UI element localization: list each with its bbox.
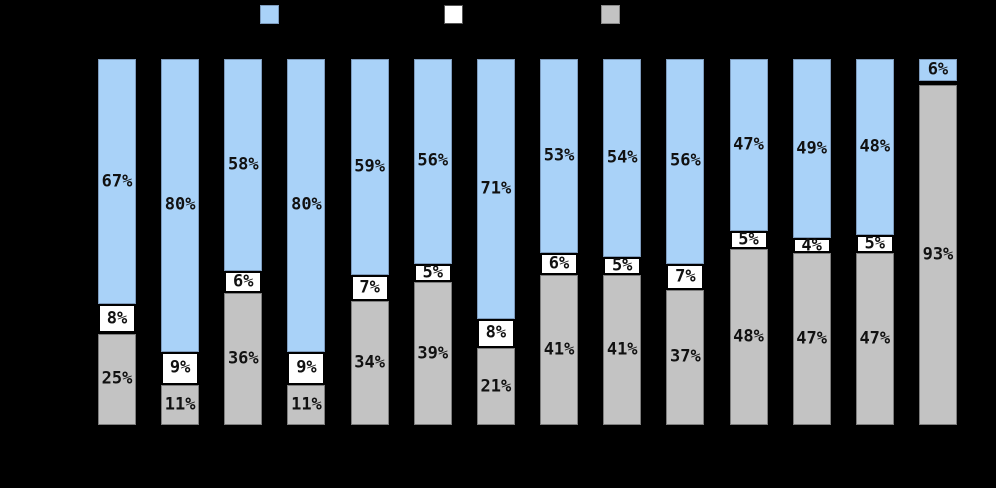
bar-10-segment-series-3: 37% xyxy=(666,289,705,425)
bar-2-segment-series-1: 80% xyxy=(161,59,200,352)
bar-6-segment-series-3: 39% xyxy=(413,282,452,425)
bar-1-segment-series-3: 25% xyxy=(98,333,136,425)
bar-2-segment-series-2: 9% xyxy=(161,351,200,385)
bar-10-segment-series-2: 7% xyxy=(666,263,705,290)
bar-14-segment-series-1: 6% xyxy=(918,59,957,81)
bar-11-segment-series-3: 48% xyxy=(729,249,768,425)
bar-11-segment-series-1: 47% xyxy=(729,59,768,232)
bar-13-segment-series-3: 47% xyxy=(855,252,894,425)
bar-4-series-3-data-label: 11% xyxy=(291,394,322,415)
bar-12-series-3-data-label: 47% xyxy=(796,328,827,349)
bar-7-series-1-data-label: 71% xyxy=(480,178,512,199)
bar-7-segment-series-3: 21% xyxy=(476,348,515,425)
bar-13-segment-series-2: 5% xyxy=(855,233,894,254)
bar-5-segment-series-3: 34% xyxy=(350,300,389,425)
bar-8-series-3-data-label: 41% xyxy=(543,339,575,360)
bar-7-segment-series-2: 8% xyxy=(476,318,515,349)
bar-7-series-2-data-label: 8% xyxy=(485,322,507,343)
bar-4-segment-series-1: 80% xyxy=(287,59,326,352)
bar-12-segment-series-1: 49% xyxy=(792,59,831,239)
bar-8-series-1-data-label: 53% xyxy=(543,145,575,166)
bar-3-segment-series-1: 58% xyxy=(224,59,263,272)
bar-8-series-2-data-label: 6% xyxy=(548,253,570,274)
bar-13-series-2-data-label: 5% xyxy=(864,233,886,254)
bar-9-segment-series-2: 5% xyxy=(603,255,642,276)
bar-10-segment-series-1: 56% xyxy=(666,59,705,264)
bar-3-series-1-data-label: 58% xyxy=(227,154,259,175)
bar-9-series-2-data-label: 5% xyxy=(611,255,633,276)
bar-5-segment-series-2: 7% xyxy=(350,274,389,301)
bar-6-series-2-data-label: 5% xyxy=(422,262,443,283)
bar-9-series-1-data-label: 54% xyxy=(606,147,638,168)
bar-3-segment-series-2: 6% xyxy=(224,271,263,294)
bar-5-series-3-data-label: 34% xyxy=(354,352,385,373)
bar-7-segment-series-1: 71% xyxy=(476,59,515,319)
bar-8-segment-series-1: 53% xyxy=(540,59,579,253)
bar-11-series-1-data-label: 47% xyxy=(733,134,764,155)
bar-2-series-1-data-label: 80% xyxy=(164,194,196,215)
bar-1-segment-series-1: 67% xyxy=(98,59,136,305)
bar-14-segment-series-2 xyxy=(918,80,957,85)
bar-1-series-1-data-label: 67% xyxy=(101,171,133,192)
bar-3-series-2-data-label: 6% xyxy=(233,271,254,292)
bar-10-series-2-data-label: 7% xyxy=(675,266,696,287)
bar-8-segment-series-2: 6% xyxy=(540,252,579,275)
bar-9-segment-series-3: 41% xyxy=(603,274,642,425)
bar-13-segment-series-1: 48% xyxy=(855,59,894,235)
bar-2-series-2-data-label: 9% xyxy=(169,357,191,378)
bar-14-segment-series-3: 93% xyxy=(918,84,957,425)
bar-10-series-1-data-label: 56% xyxy=(669,150,701,171)
bar-3-series-3-data-label: 36% xyxy=(227,348,259,369)
bar-6-series-3-data-label: 39% xyxy=(417,343,449,364)
bar-1-series-2-data-label: 8% xyxy=(106,308,128,329)
bar-4-series-1-data-label: 80% xyxy=(291,194,322,215)
bar-13-series-1-data-label: 48% xyxy=(859,136,891,157)
bar-12-series-2-data-label: 4% xyxy=(801,235,822,256)
bar-4-segment-series-3: 11% xyxy=(287,384,326,425)
bar-5-series-1-data-label: 59% xyxy=(354,156,385,177)
bar-14-series-3-data-label: 93% xyxy=(922,244,954,265)
bar-4-series-2-data-label: 9% xyxy=(296,357,317,378)
bar-5-segment-series-1: 59% xyxy=(350,59,389,275)
bar-12-segment-series-3: 47% xyxy=(792,252,831,425)
bar-1-segment-series-2: 8% xyxy=(98,304,136,334)
bar-14-series-1-data-label: 6% xyxy=(927,59,949,80)
bar-10-series-3-data-label: 37% xyxy=(669,346,701,367)
bar-12-segment-series-2: 4% xyxy=(792,235,831,256)
bar-4-segment-series-2: 9% xyxy=(287,351,326,385)
bar-6-segment-series-1: 56% xyxy=(413,59,452,264)
bar-9-segment-series-1: 54% xyxy=(603,59,642,257)
bar-12-series-1-data-label: 49% xyxy=(796,138,827,159)
bar-6-segment-series-2: 5% xyxy=(413,262,452,283)
bar-11-series-2-data-label: 5% xyxy=(738,229,759,250)
bar-5-series-2-data-label: 7% xyxy=(359,277,380,298)
legend-swatch-series-3 xyxy=(601,5,620,24)
bar-2-series-3-data-label: 11% xyxy=(164,394,196,415)
bar-13-series-3-data-label: 47% xyxy=(859,328,891,349)
bar-3-segment-series-3: 36% xyxy=(224,293,263,425)
bar-11-segment-series-2: 5% xyxy=(729,229,768,250)
bar-9-series-3-data-label: 41% xyxy=(606,339,638,360)
bar-6-series-1-data-label: 56% xyxy=(417,150,449,171)
bar-8-segment-series-3: 41% xyxy=(540,274,579,425)
bar-1-series-3-data-label: 25% xyxy=(101,368,133,389)
bar-11-series-3-data-label: 48% xyxy=(733,326,764,347)
legend-swatch-series-2 xyxy=(444,5,463,24)
legend-swatch-series-1 xyxy=(260,5,279,24)
bar-7-series-3-data-label: 21% xyxy=(480,376,512,397)
bar-2-segment-series-3: 11% xyxy=(161,384,200,425)
